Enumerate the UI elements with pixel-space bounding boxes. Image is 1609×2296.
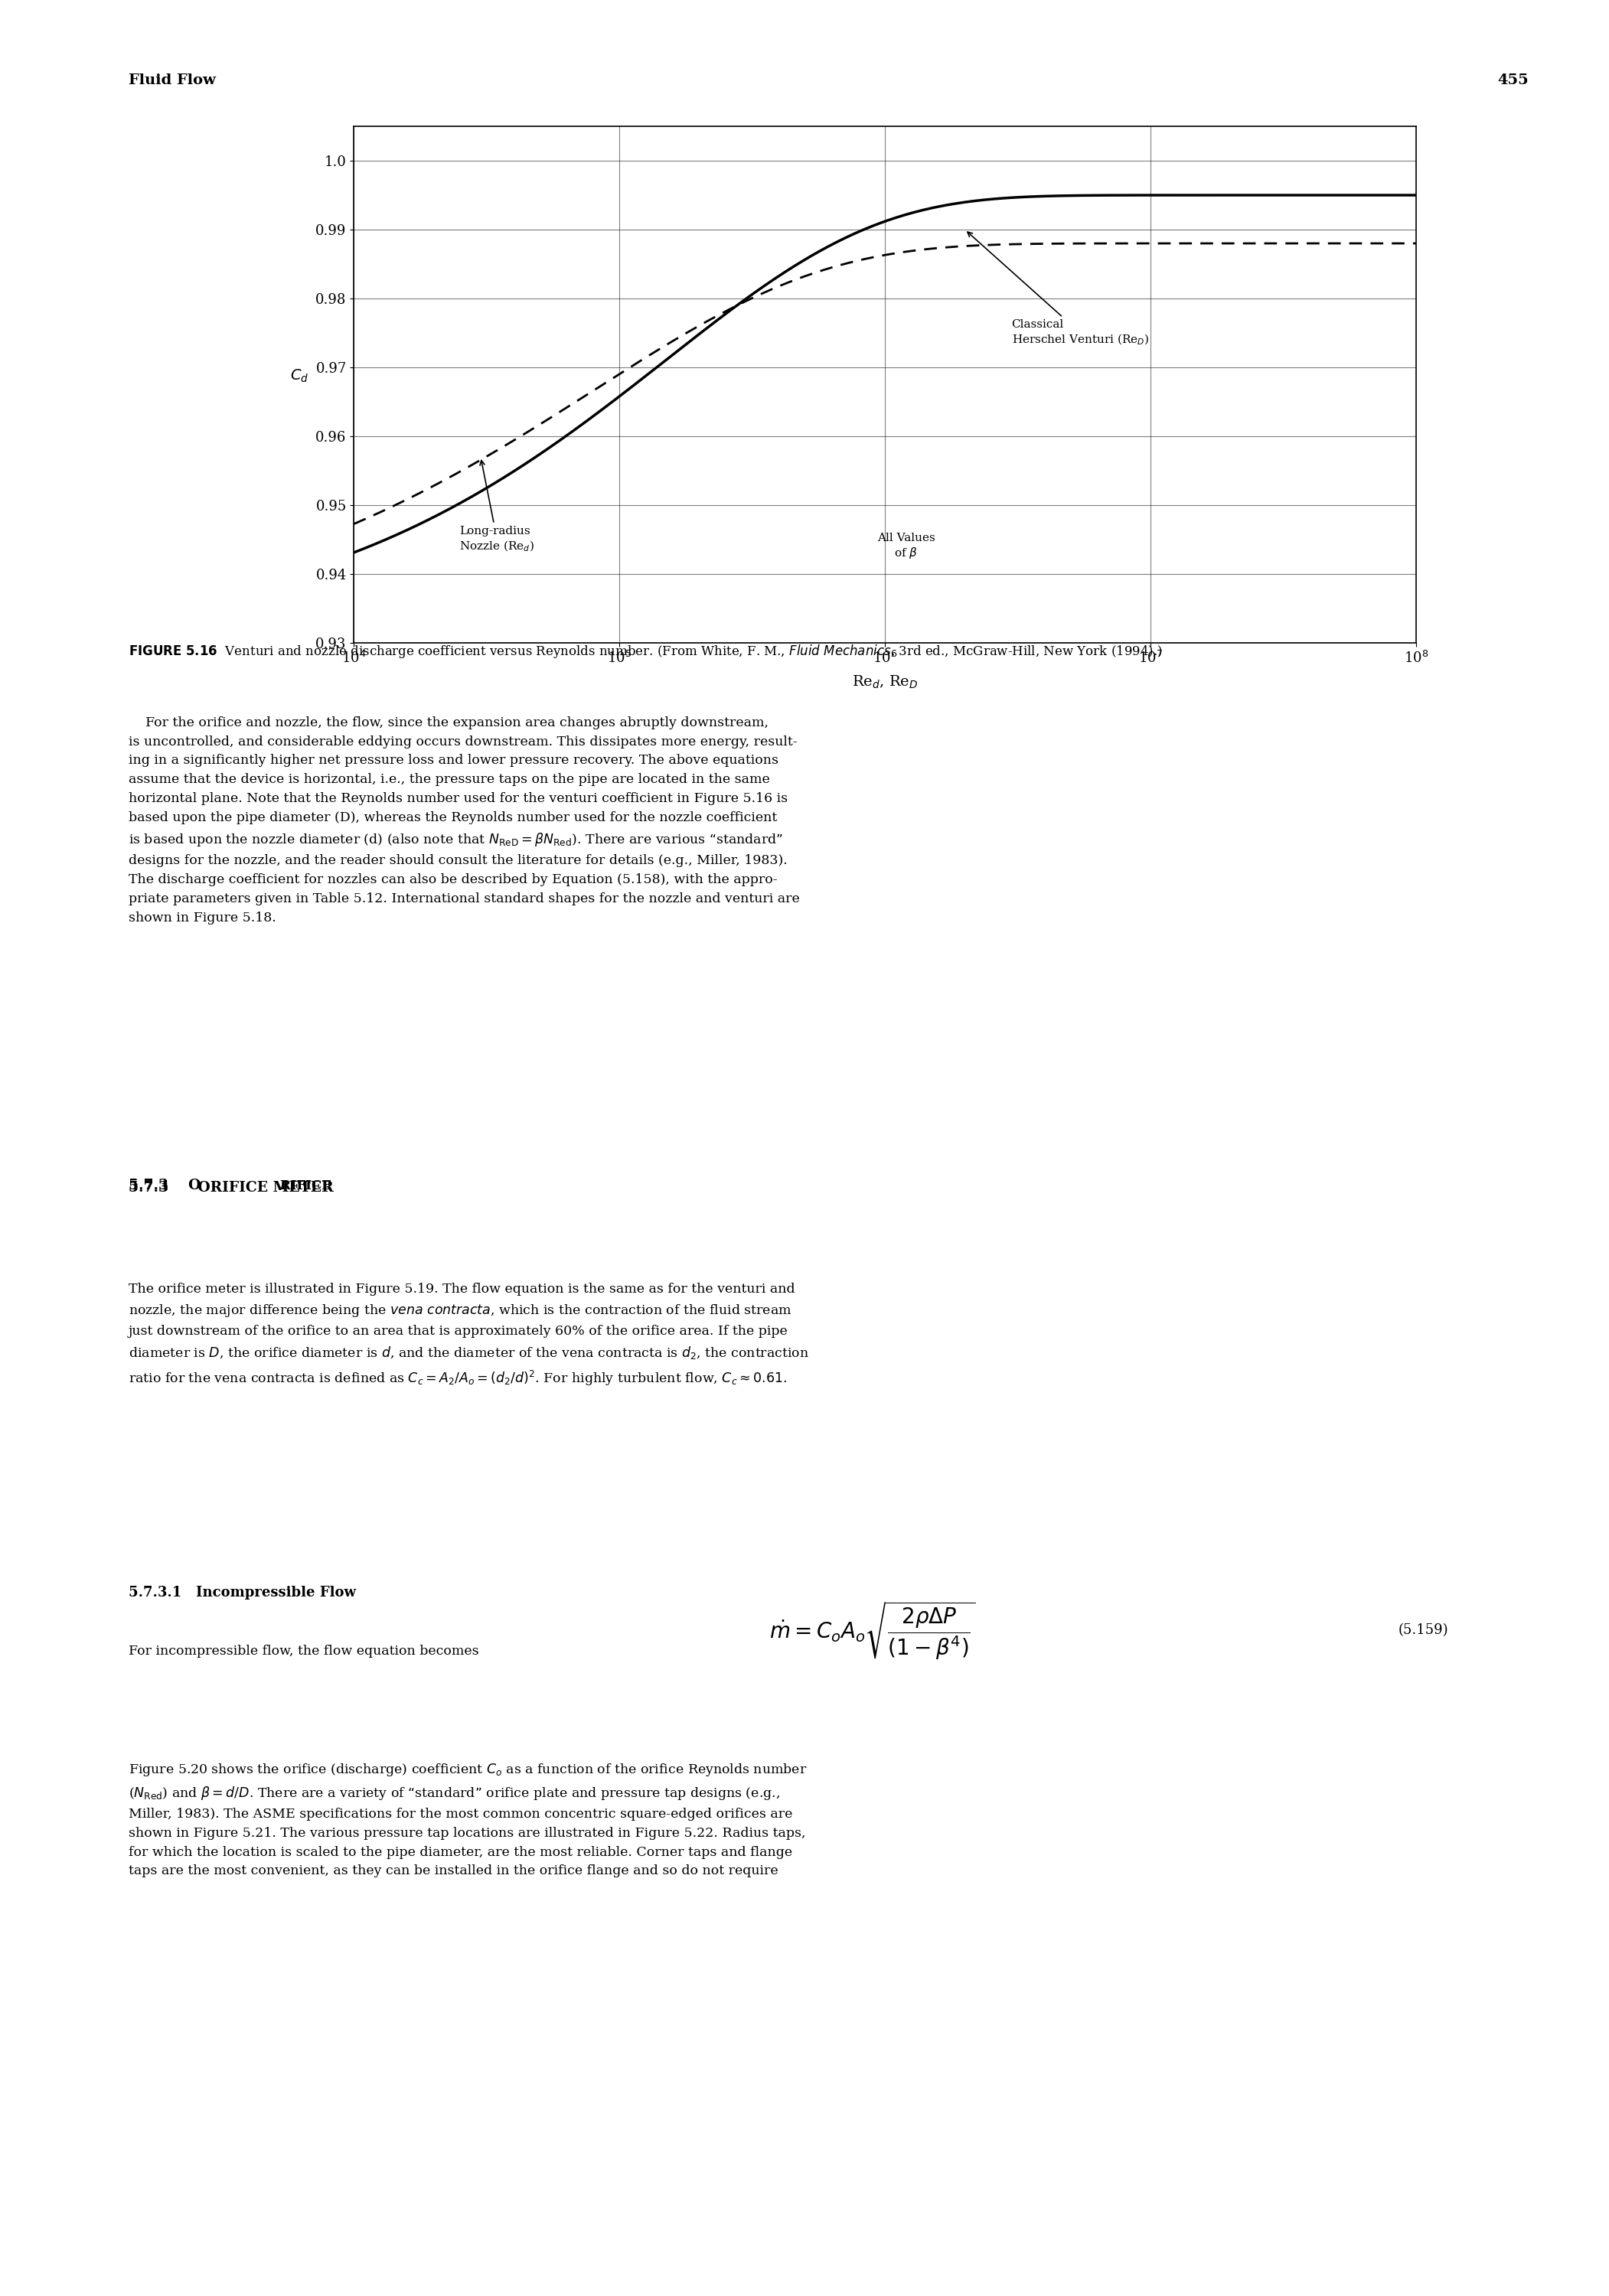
Text: Fluid Flow: Fluid Flow: [129, 73, 216, 87]
Text: The orifice meter is illustrated in Figure 5.19. The flow equation is the same a: The orifice meter is illustrated in Figu…: [129, 1283, 809, 1387]
Text: 5.7.3.1   Incompressible Flow: 5.7.3.1 Incompressible Flow: [129, 1587, 356, 1600]
Text: Figure 5.20 shows the orifice (discharge) coefficient $C_o$ as a function of the: Figure 5.20 shows the orifice (discharge…: [129, 1761, 808, 1878]
Text: Long-radius
Nozzle (Re$_d$): Long-radius Nozzle (Re$_d$): [460, 461, 534, 553]
Text: RIFICE: RIFICE: [280, 1180, 336, 1192]
Text: (5.159): (5.159): [1398, 1623, 1448, 1637]
X-axis label: Re$_{d}$, Re$_D$: Re$_{d}$, Re$_D$: [851, 675, 919, 691]
Text: $\dot{m} = C_o A_o \sqrt{\dfrac{2\rho\Delta P}{(1-\beta^4)}}$: $\dot{m} = C_o A_o \sqrt{\dfrac{2\rho\De…: [769, 1600, 977, 1660]
Text: $\mathbf{FIGURE\ 5.16}$  Venturi and nozzle discharge coefficient versus Reynold: $\mathbf{FIGURE\ 5.16}$ Venturi and nozz…: [129, 643, 1163, 659]
Text: All Values
of $\beta$: All Values of $\beta$: [877, 533, 935, 560]
Text: 455: 455: [1498, 73, 1529, 87]
Y-axis label: $C_d$: $C_d$: [290, 367, 309, 383]
Text: 5.7.3    ORIFICE METER: 5.7.3 ORIFICE METER: [129, 1180, 333, 1194]
Text: 5.7.3    O: 5.7.3 O: [129, 1180, 201, 1194]
Text: For incompressible flow, the flow equation becomes: For incompressible flow, the flow equati…: [129, 1644, 479, 1658]
Text: Classical
Herschel Venturi (Re$_D$): Classical Herschel Venturi (Re$_D$): [967, 232, 1149, 347]
Text: For the orifice and nozzle, the flow, since the expansion area changes abruptly : For the orifice and nozzle, the flow, si…: [129, 716, 800, 925]
